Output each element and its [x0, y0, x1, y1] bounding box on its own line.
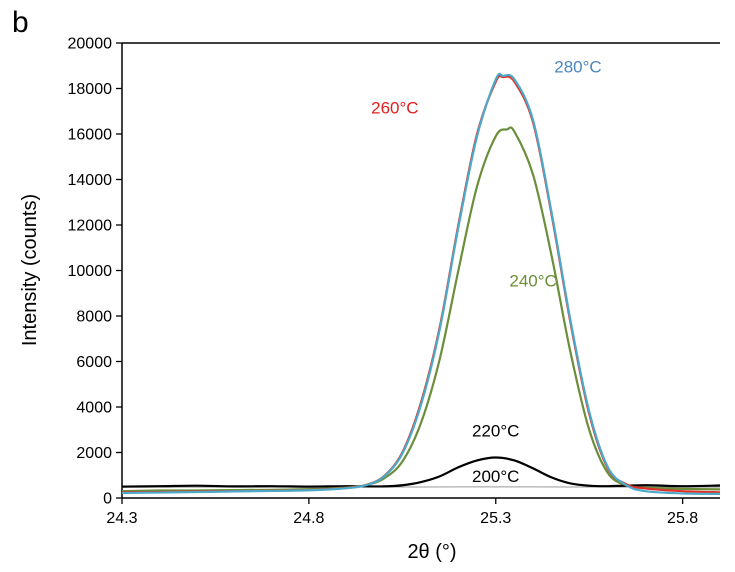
series-label: 220°C	[472, 422, 519, 441]
series-line-260c	[121, 74, 721, 494]
y-tick-label: 4000	[76, 400, 112, 417]
series-label: 280°C	[554, 58, 601, 77]
series-line-280c	[121, 72, 721, 495]
panel-label: b	[12, 6, 29, 39]
y-tick-label: 16000	[68, 127, 113, 144]
plot-frame	[121, 42, 720, 499]
x-tick-label: 25.8	[667, 510, 698, 527]
series-label: 240°C	[509, 271, 556, 290]
y-tick-label: 2000	[76, 445, 112, 462]
y-axis-title: Intensity (counts)	[19, 194, 41, 346]
series-line-220c	[121, 456, 721, 488]
x-tick-label: 24.8	[293, 510, 324, 527]
series-labels: 280°C 260°C 240°C 220°C 200°C	[371, 58, 602, 487]
y-tick-label: 12000	[68, 218, 113, 235]
x-axis-title: 2θ (°)	[407, 541, 456, 563]
series-label: 260°C	[371, 99, 418, 118]
series-layer	[121, 72, 721, 495]
y-tick-label: 8000	[76, 309, 112, 326]
series-label: 200°C	[472, 467, 519, 486]
x-tick-label: 25.3	[480, 510, 511, 527]
y-axis-ticks: 0 2000 4000 6000 8000 10000 12000 14000 16000 180…	[68, 36, 122, 508]
series-line-240c	[121, 126, 721, 493]
y-tick-label: 14000	[68, 172, 113, 189]
y-tick-label: 18000	[68, 81, 113, 98]
y-tick-label: 0	[103, 491, 112, 508]
y-tick-label: 6000	[76, 354, 112, 371]
y-tick-label: 10000	[68, 263, 113, 280]
y-tick-label: 20000	[68, 36, 113, 53]
x-axis-ticks: 24.3 24.8 25.3 25.8	[106, 498, 698, 527]
x-tick-label: 24.3	[106, 510, 137, 527]
